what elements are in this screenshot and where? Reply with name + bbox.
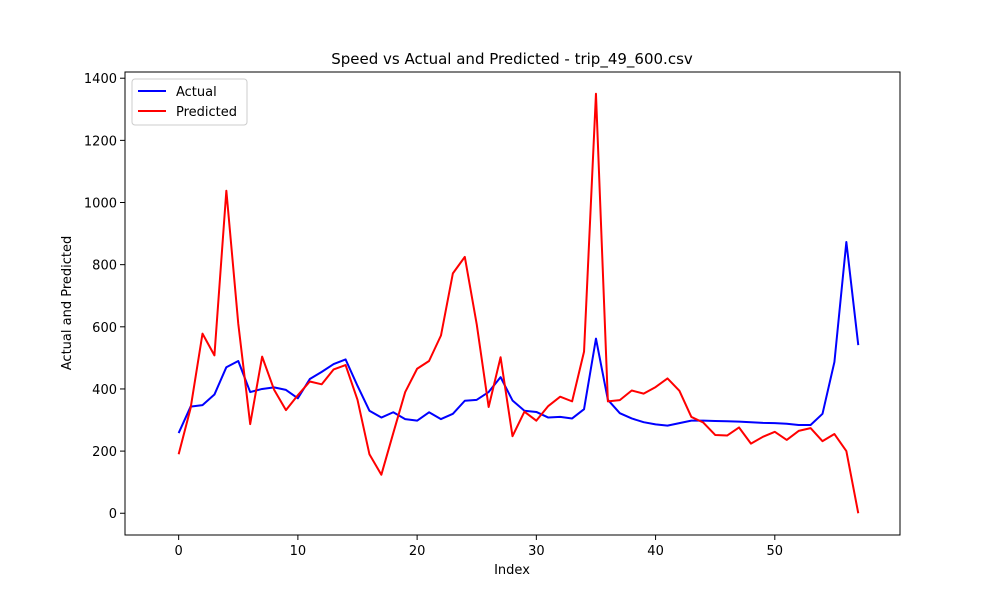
y-axis-ticks: 0 200 400 600 800 1000 1200 1400 xyxy=(84,72,125,522)
y-tick-label: 400 xyxy=(92,383,117,398)
x-tick-label: 0 xyxy=(175,544,183,559)
legend: Actual Predicted xyxy=(131,78,248,126)
plot-area-frame xyxy=(124,71,901,536)
chart-title: Speed vs Actual and Predicted - trip_49_… xyxy=(331,50,693,69)
x-tick-label: 10 xyxy=(290,544,307,559)
y-tick-label: 800 xyxy=(92,259,117,274)
x-tick-label: 50 xyxy=(767,544,784,559)
series-lines xyxy=(177,92,860,514)
y-tick-label: 1400 xyxy=(84,72,117,87)
y-axis-label: Actual and Predicted xyxy=(60,236,75,370)
series-line-predicted xyxy=(177,92,860,514)
x-axis-label: Index xyxy=(494,563,530,578)
y-tick-label: 0 xyxy=(109,507,117,522)
x-tick-label: 30 xyxy=(528,544,545,559)
legend-label-actual: Actual xyxy=(176,85,217,100)
y-tick-label: 1000 xyxy=(84,197,117,212)
series-line-actual xyxy=(177,240,860,434)
x-axis-ticks: 0 10 20 30 40 50 xyxy=(175,535,784,559)
y-tick-label: 600 xyxy=(92,321,117,336)
y-tick-label: 1200 xyxy=(84,134,117,149)
x-tick-label: 20 xyxy=(409,544,426,559)
y-tick-label: 200 xyxy=(92,445,117,460)
x-tick-label: 40 xyxy=(647,544,664,559)
legend-label-predicted: Predicted xyxy=(176,105,237,120)
